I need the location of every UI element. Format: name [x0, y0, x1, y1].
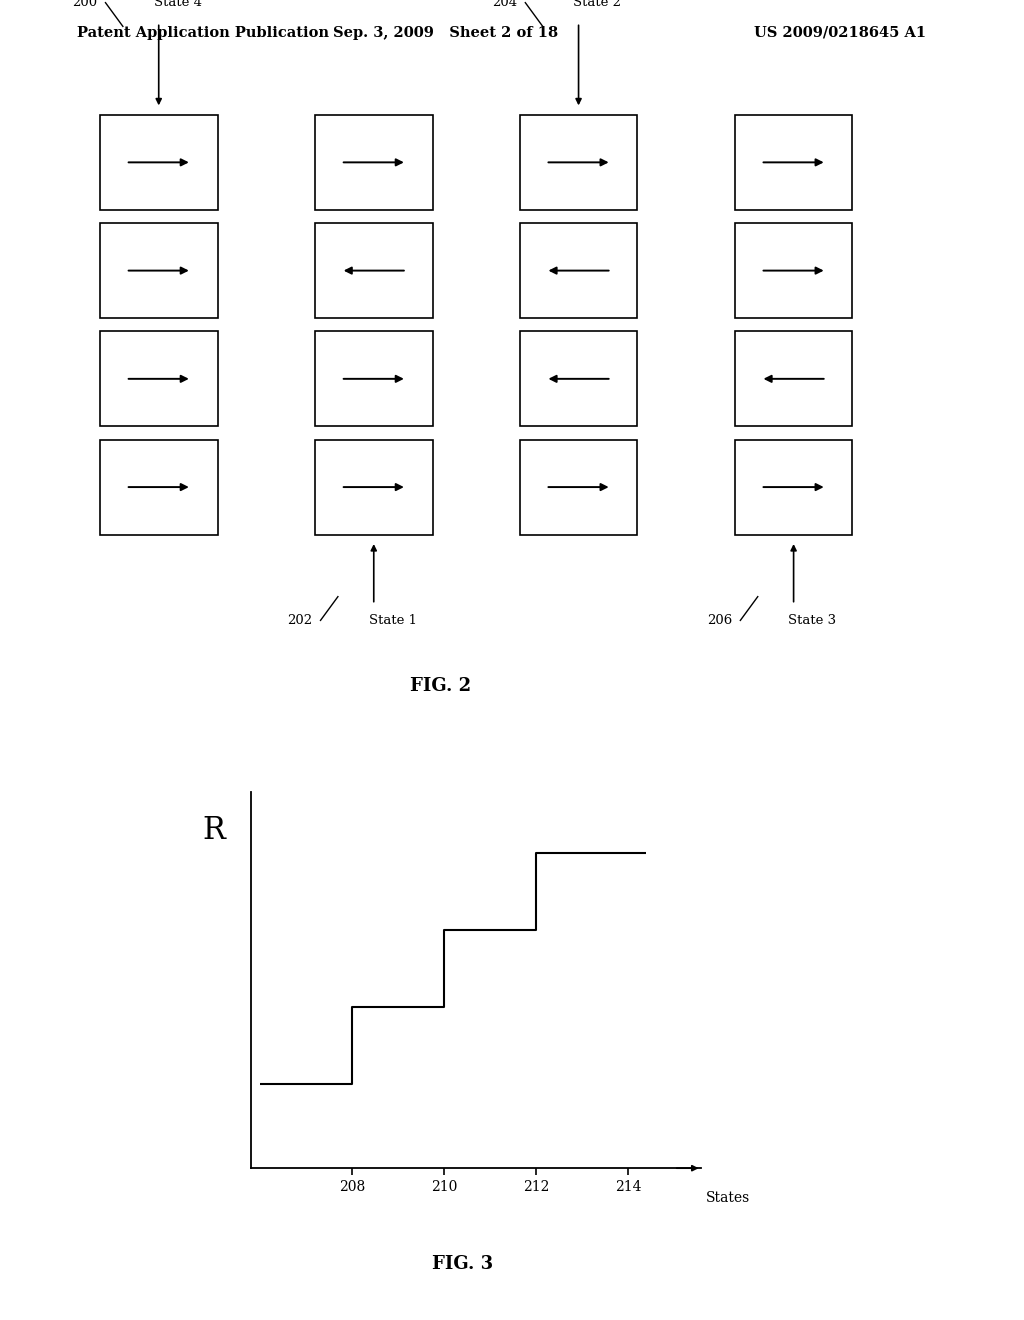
Bar [735, 331, 852, 426]
Text: US 2009/0218645 A1: US 2009/0218645 A1 [754, 26, 926, 40]
Text: Sep. 3, 2009   Sheet 2 of 18: Sep. 3, 2009 Sheet 2 of 18 [333, 26, 558, 40]
Text: State 4: State 4 [154, 0, 202, 9]
Bar [315, 331, 432, 426]
Bar [315, 440, 432, 535]
Bar [735, 223, 852, 318]
Bar [519, 115, 637, 210]
Text: R: R [203, 814, 225, 846]
Bar [100, 440, 218, 535]
Text: 202: 202 [287, 614, 312, 627]
Bar [100, 115, 218, 210]
Text: FIG. 3: FIG. 3 [432, 1255, 493, 1274]
Text: FIG. 2: FIG. 2 [410, 677, 471, 696]
Text: States: States [706, 1191, 751, 1205]
Text: Patent Application Publication: Patent Application Publication [77, 26, 329, 40]
Text: 206: 206 [707, 614, 732, 627]
Bar [735, 115, 852, 210]
Text: 204: 204 [492, 0, 517, 9]
Bar [519, 440, 637, 535]
Bar [315, 115, 432, 210]
Bar [735, 440, 852, 535]
Text: State 2: State 2 [573, 0, 622, 9]
Bar [519, 223, 637, 318]
Text: State 1: State 1 [369, 614, 417, 627]
Bar [519, 331, 637, 426]
Bar [100, 331, 218, 426]
Text: 200: 200 [72, 0, 97, 9]
Bar [315, 223, 432, 318]
Text: State 3: State 3 [788, 614, 837, 627]
Bar [100, 223, 218, 318]
